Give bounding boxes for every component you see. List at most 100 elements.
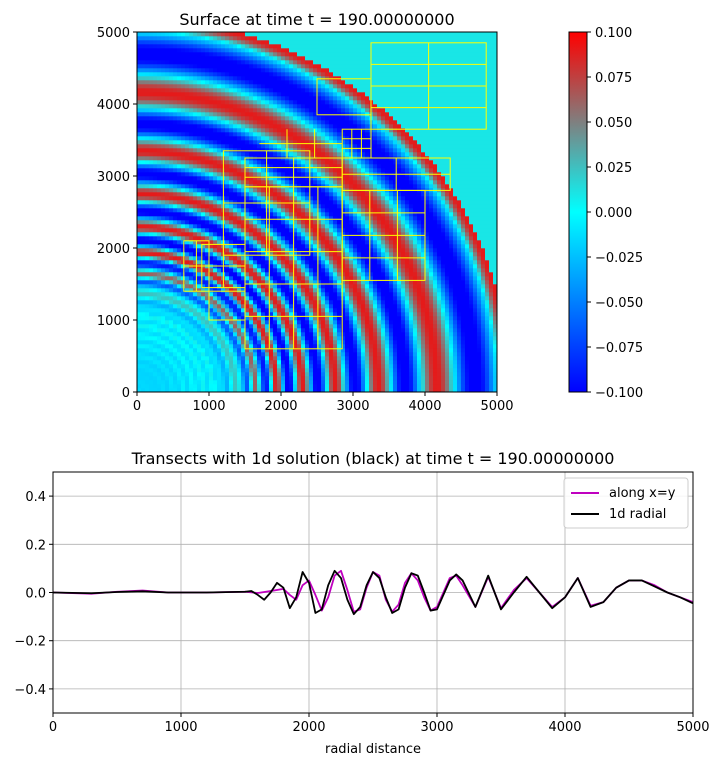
heatmap-cell xyxy=(145,112,150,117)
heatmap-cell xyxy=(297,48,302,53)
heatmap-cell xyxy=(149,272,154,277)
heatmap-cell xyxy=(173,336,178,341)
heatmap-cell xyxy=(181,388,186,393)
heatmap-cell xyxy=(201,180,206,185)
heatmap-cell xyxy=(181,176,186,181)
heatmap-cell xyxy=(237,76,242,81)
heatmap-cell xyxy=(157,348,162,353)
heatmap-cell xyxy=(321,32,326,37)
heatmap-cell xyxy=(253,52,258,57)
heatmap-cell xyxy=(181,128,186,133)
heatmap-cell xyxy=(293,200,298,205)
heatmap-cell xyxy=(273,296,278,301)
heatmap-cell xyxy=(345,364,350,369)
heatmap-cell xyxy=(353,80,358,85)
heatmap-cell xyxy=(349,84,354,89)
heatmap-cell xyxy=(273,116,278,121)
heatmap-cell xyxy=(329,184,334,189)
heatmap-cell xyxy=(289,124,294,129)
heatmap-cell xyxy=(325,276,330,281)
heatmap-cell xyxy=(257,136,262,141)
heatmap-cell xyxy=(305,380,310,385)
heatmap-cell xyxy=(341,132,346,137)
heatmap-cell xyxy=(257,112,262,117)
heatmap-cell xyxy=(217,116,222,121)
heatmap-cell xyxy=(137,84,142,89)
heatmap-cell xyxy=(257,324,262,329)
heatmap-cell xyxy=(189,140,194,145)
heatmap-cell xyxy=(285,192,290,197)
heatmap-cell xyxy=(161,292,166,297)
heatmap-cell xyxy=(289,336,294,341)
heatmap-cell xyxy=(229,184,234,189)
heatmap-cell xyxy=(189,196,194,201)
heatmap-cell xyxy=(165,364,170,369)
heatmap-cell xyxy=(289,76,294,81)
heatmap-cell xyxy=(161,336,166,341)
heatmap-cell xyxy=(249,364,254,369)
heatmap-cell xyxy=(197,148,202,153)
heatmap-cell xyxy=(157,260,162,265)
heatmap-cell xyxy=(249,44,254,49)
heatmap-cell xyxy=(209,284,214,289)
heatmap-cell xyxy=(217,96,222,101)
heatmap-cell xyxy=(301,152,306,157)
heatmap-cell xyxy=(293,72,298,77)
heatmap-cell xyxy=(241,328,246,333)
heatmap-cell xyxy=(313,32,318,37)
heatmap-cell xyxy=(313,228,318,233)
heatmap-cell xyxy=(269,340,274,345)
heatmap-cell xyxy=(277,352,282,357)
heatmap-cell xyxy=(181,244,186,249)
heatmap-cell xyxy=(193,256,198,261)
heatmap-cell xyxy=(321,260,326,265)
heatmap-cell xyxy=(317,336,322,341)
heatmap-cell xyxy=(185,232,190,237)
heatmap-cell xyxy=(321,68,326,73)
heatmap-cell xyxy=(349,64,354,69)
heatmap-cell xyxy=(161,104,166,109)
heatmap-cell xyxy=(201,296,206,301)
heatmap-cell xyxy=(349,344,354,349)
heatmap-cell xyxy=(305,48,310,53)
heatmap-cell xyxy=(309,64,314,69)
heatmap-cell xyxy=(173,288,178,293)
heatmap-cell xyxy=(173,256,178,261)
heatmap-cell xyxy=(333,132,338,137)
heatmap-cell xyxy=(153,112,158,117)
heatmap-cell xyxy=(169,236,174,241)
heatmap-cell xyxy=(325,164,330,169)
heatmap-cell xyxy=(229,288,234,293)
heatmap-cell xyxy=(257,96,262,101)
heatmap-cell xyxy=(281,276,286,281)
heatmap-cell xyxy=(249,372,254,377)
heatmap-cell xyxy=(337,316,342,321)
heatmap-cell xyxy=(153,56,158,61)
heatmap-cell xyxy=(221,148,226,153)
heatmap-cell xyxy=(313,388,318,393)
heatmap-cell xyxy=(137,40,142,45)
heatmap-cell xyxy=(173,248,178,253)
heatmap-cell xyxy=(209,72,214,77)
heatmap-cell xyxy=(181,108,186,113)
heatmap-cell xyxy=(249,88,254,93)
heatmap-cell xyxy=(185,92,190,97)
heatmap-cell xyxy=(225,384,230,389)
heatmap-cell xyxy=(285,292,290,297)
heatmap-cell xyxy=(169,344,174,349)
heatmap-cell xyxy=(141,208,146,213)
heatmap-cell xyxy=(241,368,246,373)
heatmap-cell xyxy=(245,360,250,365)
heatmap-cell xyxy=(173,352,178,357)
heatmap-cell xyxy=(153,68,158,73)
heatmap-cell xyxy=(249,368,254,373)
heatmap-cell xyxy=(265,172,270,177)
heatmap-cell xyxy=(153,380,158,385)
heatmap-cell xyxy=(185,260,190,265)
heatmap-cell xyxy=(197,112,202,117)
heatmap-cell xyxy=(149,380,154,385)
heatmap-cell xyxy=(253,64,258,69)
heatmap-cell xyxy=(153,140,158,145)
heatmap-cell xyxy=(253,248,258,253)
heatmap-cell xyxy=(309,280,314,285)
